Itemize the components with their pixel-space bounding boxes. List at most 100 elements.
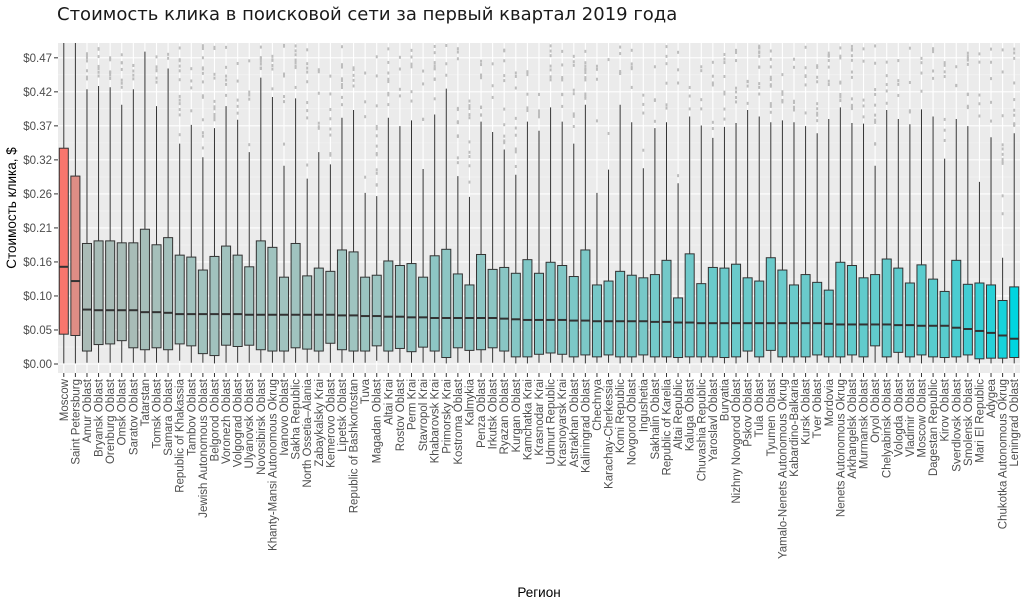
- x-tick-label: Saint Petersburg: [70, 379, 82, 465]
- box-iqr: [81, 242, 92, 352]
- box-iqr: [649, 274, 660, 358]
- outlier-point: [283, 74, 286, 78]
- box-omsk-oblast: [116, 104, 127, 363]
- outlier-point: [514, 116, 517, 120]
- outlier-point: [225, 65, 228, 69]
- outlier-point: [1001, 48, 1004, 52]
- outlier-point: [456, 47, 459, 51]
- outlier-point: [352, 73, 355, 77]
- box-iqr: [939, 290, 950, 359]
- outlier-point: [178, 102, 181, 106]
- outlier-point: [468, 106, 471, 110]
- box-penza-oblast: [476, 121, 487, 363]
- outlier-point: [306, 109, 309, 113]
- outlier-point: [1001, 160, 1004, 164]
- outlier-point: [827, 83, 830, 87]
- outlier-point: [1013, 51, 1016, 55]
- x-tick-label: Buryatia: [719, 378, 731, 421]
- outlier-point: [943, 117, 946, 121]
- box-tatarstan: [139, 51, 150, 363]
- outlier-point: [897, 82, 900, 86]
- outlier-point: [850, 70, 853, 74]
- x-tick-label: Ryazan Oblast: [499, 378, 511, 454]
- outlier-point: [294, 64, 297, 68]
- x-tick-label: Kirov Oblast: [940, 378, 952, 441]
- outlier-point: [352, 68, 355, 72]
- outlier-point: [433, 61, 436, 65]
- y-axis-title: Стоимость клика, $: [4, 147, 19, 269]
- x-tick-label: Penza Oblast: [476, 378, 488, 448]
- outlier-point: [468, 180, 471, 184]
- outlier-point: [769, 57, 772, 61]
- outlier-point: [735, 100, 738, 104]
- outlier-point: [630, 65, 633, 69]
- outlier-point: [271, 54, 274, 58]
- box-zabaykalsky-krai: [313, 152, 324, 363]
- outlier-point: [155, 55, 158, 59]
- x-axis-title: Регион: [517, 585, 560, 600]
- box-magadan-oblast: [371, 196, 382, 361]
- box-stavropol-krai: [418, 168, 429, 363]
- outlier-point: [584, 71, 587, 75]
- box-perm-krai: [406, 120, 417, 363]
- x-tick-label: Jewish Autonomous Oblast: [198, 378, 210, 518]
- outlier-point: [850, 105, 853, 109]
- box-republic-of-khakassia: [174, 143, 185, 361]
- outlier-point: [1013, 123, 1016, 127]
- box-iqr: [163, 237, 174, 351]
- box-iqr: [429, 255, 440, 352]
- outlier-point: [514, 86, 517, 90]
- box-moscow-oblast: [916, 109, 927, 364]
- box-kaluga-oblast: [684, 116, 695, 364]
- outlier-point: [236, 104, 239, 108]
- box-iqr: [441, 248, 452, 359]
- outlier-point: [792, 108, 795, 112]
- outlier-point: [630, 62, 633, 66]
- outlier-point: [213, 105, 216, 109]
- outlier-point: [862, 98, 865, 102]
- box-kostroma-oblast: [452, 176, 463, 363]
- x-tick-label: Chechnya: [592, 378, 604, 430]
- x-tick-label: Kamchatka Krai: [522, 379, 534, 460]
- outlier-point: [723, 117, 726, 121]
- outlier-point: [259, 67, 262, 71]
- outlier-point: [514, 126, 517, 130]
- outlier-point: [120, 81, 123, 85]
- box-kamchatka-krai: [522, 121, 533, 364]
- outlier-point: [572, 114, 575, 118]
- outlier-point: [248, 59, 251, 63]
- box-irkutsk-oblast: [487, 132, 498, 363]
- outlier-point: [584, 49, 587, 53]
- outlier-point: [213, 107, 216, 111]
- outlier-point: [827, 51, 830, 55]
- outlier-point: [514, 150, 517, 154]
- outlier-point: [468, 164, 471, 168]
- outlier-point: [85, 56, 88, 60]
- outlier-point: [874, 103, 877, 107]
- outlier-point: [630, 85, 633, 89]
- outlier-point: [329, 127, 332, 131]
- outlier-point: [549, 78, 552, 82]
- outlier-point: [839, 54, 842, 58]
- outlier-point: [804, 75, 807, 79]
- outlier-point: [781, 90, 784, 94]
- outlier-point: [1001, 212, 1004, 216]
- outlier-point: [410, 48, 413, 52]
- outlier-point: [259, 45, 262, 49]
- outlier-point: [758, 54, 761, 58]
- outlier-point: [827, 53, 830, 57]
- outlier-point: [920, 89, 923, 93]
- x-tick-label: Adygea: [986, 378, 998, 418]
- box-altai-republic: [673, 183, 684, 363]
- box-belgorod-oblast: [209, 128, 220, 364]
- outlier-point: [167, 52, 170, 56]
- box-chuvashia-republic: [696, 125, 707, 363]
- box-iqr: [788, 284, 800, 358]
- outlier-point: [746, 79, 749, 83]
- box-iqr: [313, 267, 324, 352]
- box-iqr: [545, 261, 556, 354]
- outlier-point: [897, 93, 900, 97]
- box-iqr: [476, 253, 487, 351]
- outlier-point: [178, 133, 181, 137]
- outlier-point: [711, 81, 714, 85]
